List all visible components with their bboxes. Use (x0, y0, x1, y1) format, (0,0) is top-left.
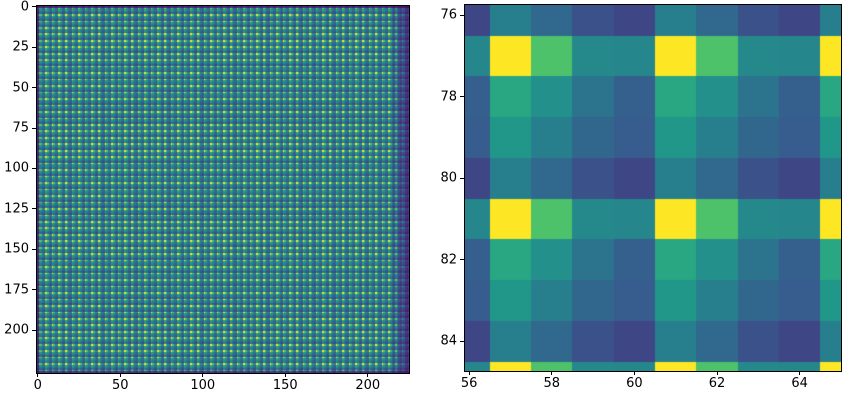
x-tick-mark (468, 371, 470, 375)
x-tick-mark (633, 371, 635, 375)
y-tick-label: 150 (4, 241, 29, 257)
x-tick-mark (716, 371, 718, 375)
y-tick-label: 0 (20, 0, 29, 15)
x-tick-mark (799, 371, 801, 375)
y-tick-mark (32, 167, 36, 169)
y-tick-mark (460, 259, 464, 261)
x-tick-mark (284, 373, 286, 377)
x-tick-mark (119, 373, 121, 377)
zoom-heatmap: 56 58 60 62 64 76 78 80 82 84 (440, 4, 842, 390)
y-tick-label: 175 (4, 282, 29, 298)
y-tick-mark (460, 177, 464, 179)
y-tick-label: 125 (4, 201, 29, 217)
y-tick-label: 84 (440, 333, 457, 349)
x-tick-label: 0 (33, 378, 42, 393)
x-tick-label: 62 (708, 376, 726, 391)
x-tick-mark (551, 371, 553, 375)
y-tick-mark (32, 127, 36, 129)
x-tick-label: 100 (190, 378, 216, 393)
y-tick-mark (32, 289, 36, 291)
overview-heatmap-image (37, 6, 409, 373)
y-tick-mark (460, 14, 464, 16)
y-tick-mark (460, 96, 464, 98)
y-tick-label: 50 (12, 80, 29, 96)
y-tick-mark (32, 208, 36, 210)
x-tick-label: 58 (543, 376, 561, 391)
x-tick-mark (37, 373, 39, 377)
x-tick-mark (202, 373, 204, 377)
y-tick-label: 200 (4, 322, 29, 338)
x-tick-label: 50 (112, 378, 129, 393)
y-tick-label: 80 (440, 170, 457, 186)
zoom-heatmap-image (465, 5, 841, 371)
y-tick-mark (32, 6, 36, 8)
x-tick-label: 56 (460, 376, 478, 391)
y-tick-label: 82 (440, 252, 457, 268)
y-tick-mark (460, 340, 464, 342)
x-tick-label: 64 (791, 376, 808, 391)
x-tick-label: 60 (626, 376, 643, 391)
y-tick-mark (32, 248, 36, 250)
y-tick-label: 25 (12, 39, 29, 55)
y-tick-mark (32, 329, 36, 331)
y-tick-label: 78 (440, 89, 457, 105)
x-tick-label: 200 (355, 378, 381, 393)
x-tick-label: 150 (272, 378, 298, 393)
overview-heatmap: 0 50 100 150 200 0 25 50 75 100 125 150 175 200 (4, 0, 410, 392)
y-tick-mark (32, 87, 36, 89)
y-tick-label: 100 (4, 160, 29, 176)
x-tick-mark (367, 373, 369, 377)
y-tick-label: 76 (440, 7, 457, 23)
y-tick-mark (32, 46, 36, 48)
y-tick-label: 75 (12, 120, 29, 136)
